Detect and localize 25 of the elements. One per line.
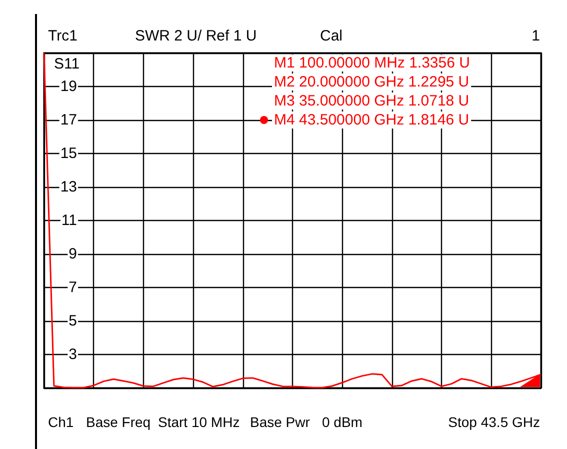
text: Cal <box>320 28 343 44</box>
text: 1 <box>532 28 540 44</box>
series-label: S11 <box>54 56 80 72</box>
chart-title: Trc1 <box>48 28 78 44</box>
y-tick-label: 17 <box>60 112 77 128</box>
line-series <box>43 52 542 388</box>
annotation: M4 43.500000 GHz 1.8146 U <box>274 112 470 128</box>
y-tick-label: 11 <box>61 212 77 229</box>
annotation: M2 20.000000 GHz 1.2295 U <box>274 74 470 90</box>
annotation: M3 35.000000 GHz 1.0718 U <box>274 92 470 110</box>
y-tick-label: 7 <box>68 279 77 296</box>
y-tick-label: 13 <box>60 178 77 196</box>
annotation: M1 100.00000 MHz 1.3356 U <box>274 54 470 72</box>
text: Start 10 MHz <box>158 414 240 430</box>
chart-subtitle: SWR 2 U/ Ref 1 U <box>135 28 257 44</box>
text: Base Pwr <box>250 414 310 430</box>
text: Stop 43.5 GHz <box>448 414 540 430</box>
y-tick-label: 3 <box>68 346 77 363</box>
text: Base Freq <box>86 414 151 430</box>
y-tick-label: 9 <box>68 246 77 262</box>
text: Ch1 <box>48 414 74 430</box>
y-tick-label: 15 <box>60 145 77 162</box>
y-tick-label: 19 <box>60 78 77 95</box>
y-tick-label: 5 <box>68 312 77 330</box>
text: 0 dBm <box>322 414 362 430</box>
